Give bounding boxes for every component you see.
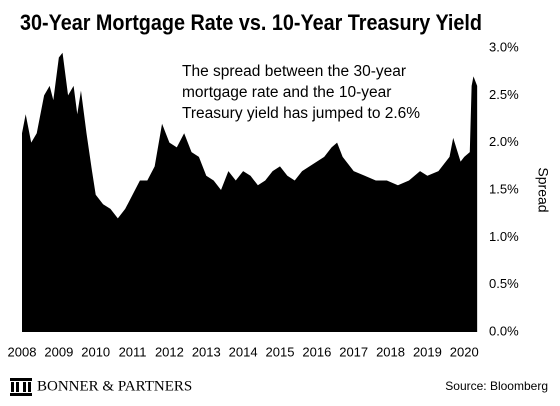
x-tick-label: 2014 — [229, 344, 258, 359]
y-tick-label: 3.0% — [489, 39, 519, 54]
x-tick-label: 2011 — [119, 344, 147, 359]
x-tick-label: 2009 — [44, 344, 73, 359]
annotation: Treasury yield has jumped to 2.6% — [182, 105, 420, 122]
x-tick-label: 2018 — [376, 344, 405, 359]
annotation: The spread between the 30-year — [182, 63, 406, 80]
x-tick-label: 2015 — [266, 344, 295, 359]
x-tick-label: 2019 — [413, 344, 442, 359]
y-tick-label: 2.0% — [489, 134, 519, 149]
source: Source: Bloomberg — [445, 379, 548, 393]
y-tick-label: 0.5% — [489, 276, 519, 291]
x-tick-label: 2010 — [81, 344, 110, 359]
logo — [10, 378, 32, 396]
chart-title: 30-Year Mortgage Rate vs. 10-Year Treasu… — [20, 10, 482, 35]
x-tick-label: 2008 — [8, 344, 37, 359]
annotation: mortgage rate and the 10-year — [182, 84, 391, 101]
x-tick-label: 2017 — [339, 344, 368, 359]
area — [22, 52, 478, 332]
brand: BONNER & PARTNERS — [37, 378, 192, 394]
y-tick-label: 1.0% — [489, 229, 519, 244]
x-tick-label: 2016 — [302, 344, 331, 359]
y-tick-label: 2.5% — [489, 87, 519, 102]
x-tick-label: 2012 — [155, 344, 184, 359]
y-tick-label: 1.5% — [489, 181, 519, 196]
x-tick-label: 2013 — [192, 344, 221, 359]
x-tick-label: 2020 — [450, 344, 479, 359]
y-tick-label: 0.0% — [489, 323, 519, 338]
y-axis-label: Spread — [535, 167, 551, 212]
